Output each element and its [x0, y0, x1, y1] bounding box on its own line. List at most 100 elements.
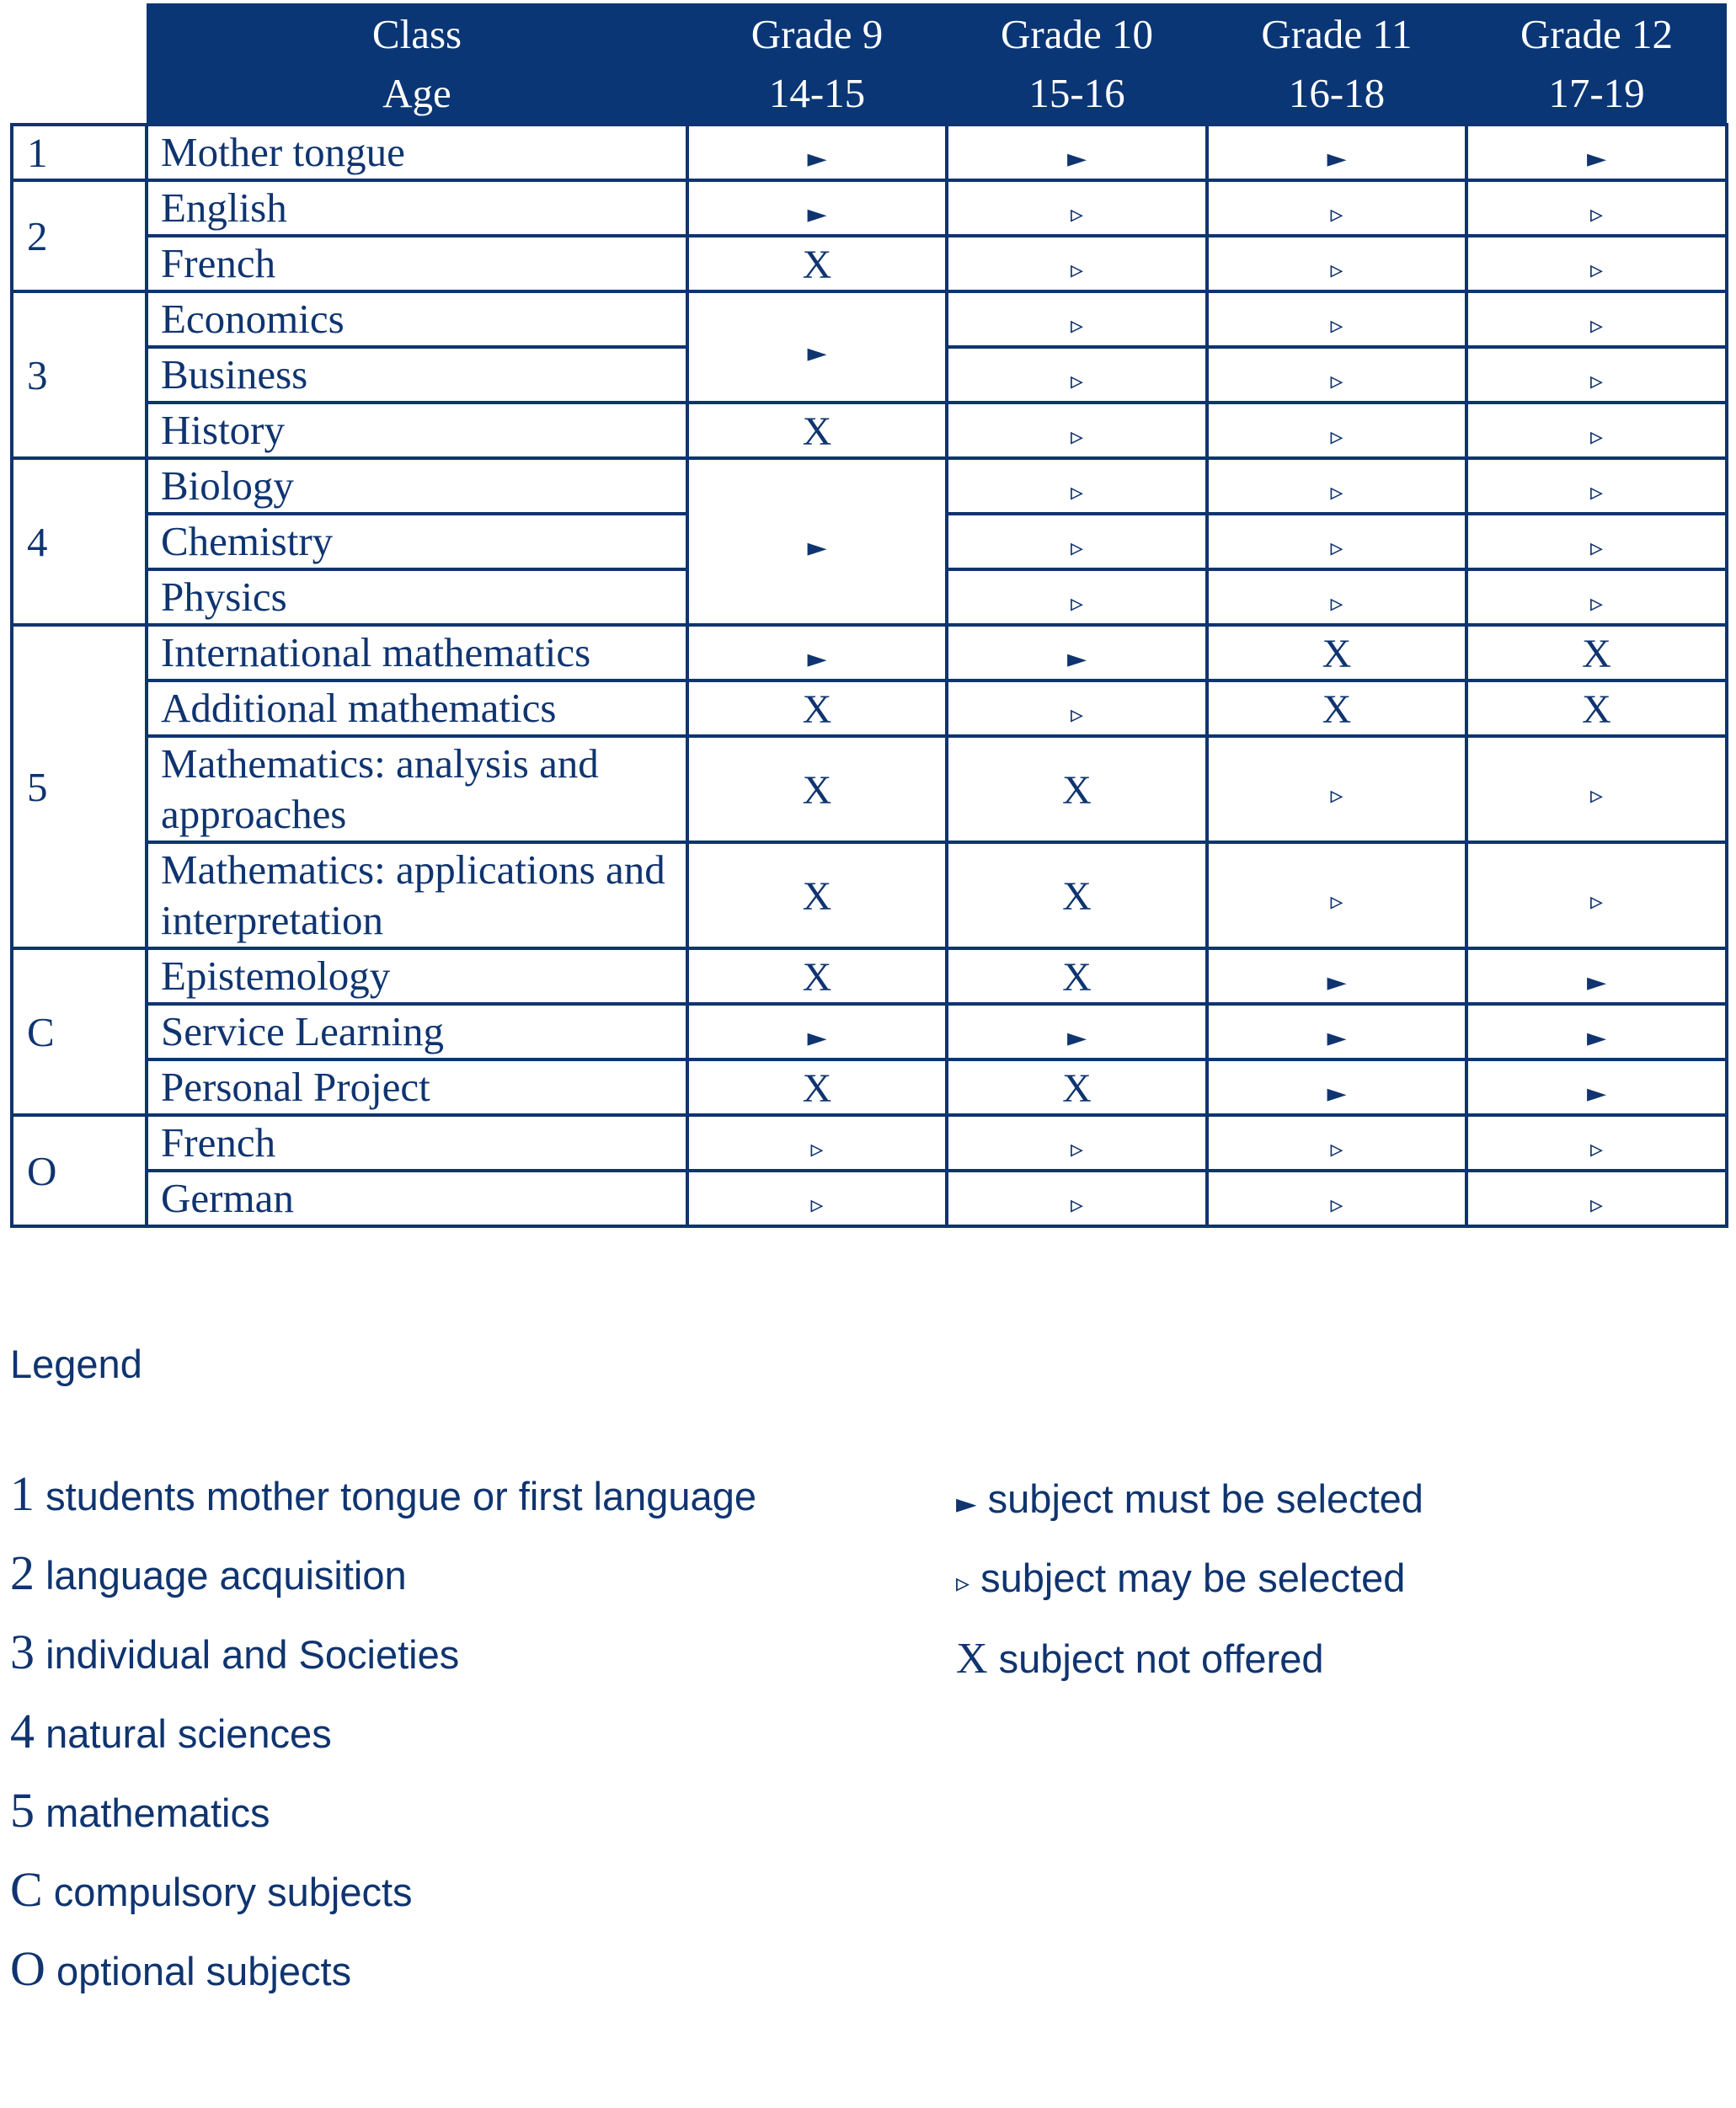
status-cell: ▹ — [1465, 734, 1728, 844]
status-cell: ▹ — [1205, 456, 1468, 515]
subject-name: Additional mathematics — [145, 679, 689, 738]
subject-name: Mathematics: applications and interpreta… — [145, 841, 689, 950]
status-cell: ▹ — [1465, 1113, 1728, 1172]
subject-name: Epistemology — [145, 947, 689, 1006]
legend-group-item: C compulsory subjects — [10, 1861, 413, 1918]
status-cell: ► — [945, 1002, 1209, 1061]
legend-group-text: optional subjects — [56, 1949, 352, 1993]
status-may-mark: ▹ — [1589, 886, 1604, 916]
status-may-mark: ▹ — [1070, 254, 1084, 285]
status-cell: ► — [686, 623, 948, 682]
status-may-mark: ▹ — [1589, 310, 1604, 340]
status-cell: X — [1465, 679, 1728, 738]
status-cell: ▹ — [945, 679, 1209, 738]
subject-name: French — [145, 1113, 689, 1172]
status-cell: ► — [1465, 1058, 1728, 1117]
status-may-mark: ▹ — [810, 1134, 824, 1164]
class-group-id: C — [10, 947, 148, 1117]
status-cell: ▹ — [945, 1169, 1209, 1228]
status-cell: ▹ — [1205, 1169, 1468, 1228]
status-cell: X — [686, 841, 948, 950]
status-may-mark: ▹ — [1330, 477, 1343, 507]
table-row: 4 Biology ► ▹ ▹ ▹ — [10, 456, 1728, 627]
status-cell: ▹ — [1465, 345, 1728, 404]
status-may-mark: ▹ — [1589, 588, 1604, 618]
grade-age: 16-18 — [1288, 70, 1386, 116]
status-cell: X — [945, 734, 1209, 844]
status-cell: ▹ — [1465, 234, 1728, 293]
legend-group-text: students mother tongue or first language — [45, 1474, 756, 1518]
status-cell: ► — [1465, 123, 1728, 182]
status-not-mark: X — [1062, 873, 1092, 919]
subject-name: German — [145, 1169, 689, 1228]
status-cell: ► — [686, 1002, 948, 1061]
legend-mark-text: subject may be selected — [980, 1556, 1406, 1600]
status-not-mark: X — [1062, 1065, 1092, 1111]
class-group-id: O — [10, 1113, 148, 1228]
status-may-mark: ▹ — [1070, 477, 1084, 507]
status-may-mark: ▹ — [1330, 254, 1343, 285]
status-cell: ► — [1465, 947, 1728, 1006]
status-not-mark: X — [802, 242, 832, 287]
status-not-mark: X — [1322, 631, 1352, 676]
table-row: Service Learning ► ► ► ► — [12, 1002, 1728, 1061]
legend-group-key: 3 — [10, 1625, 35, 1679]
status-may-mark: ▹ — [1589, 199, 1604, 229]
status-cell: ▹ — [1205, 179, 1468, 237]
status-must-mark: ► — [1066, 643, 1087, 674]
legend-group-item: O optional subjects — [10, 1940, 351, 1997]
status-cell: ▹ — [945, 345, 1209, 404]
status-may-mark: ▹ — [1070, 532, 1084, 563]
grade-age: 14-15 — [768, 70, 866, 116]
table-row: Mathematics: applications and interpreta… — [12, 841, 1728, 950]
status-must-mark: ► — [1586, 143, 1607, 173]
status-must-mark: ► — [1327, 1078, 1347, 1108]
table-row: German ▹ ▹ ▹ ▹ — [12, 1169, 1728, 1228]
legend-mark-item: ► subject must be selected — [956, 1476, 1424, 1522]
table-row: French X ▹ ▹ ▹ — [12, 234, 1728, 293]
status-may-mark: ▹ — [1330, 310, 1343, 340]
grade-name: Grade 9 — [750, 11, 884, 57]
class-group-id: 5 — [10, 623, 148, 950]
status-may-mark: ▹ — [1330, 421, 1343, 451]
status-cell: X — [1465, 623, 1728, 682]
legend-mark-item: ▹ subject may be selected — [956, 1555, 1405, 1601]
status-may-mark: ▹ — [1330, 532, 1343, 563]
status-must-mark: ► — [1066, 143, 1087, 173]
class-group-id: 2 — [10, 179, 148, 293]
legend-mark-symbol: ► — [956, 1487, 977, 1519]
legend-group-text: mathematics — [45, 1790, 270, 1835]
status-may-mark: ▹ — [1330, 1134, 1343, 1164]
table-row: 3 Economics ► ▹ ▹ ▹ — [10, 290, 1728, 460]
status-cell: ▹ — [945, 456, 1209, 515]
status-may-mark: ▹ — [1070, 588, 1084, 618]
subject-name: History — [145, 401, 689, 460]
legend-group-item: 1 students mother tongue or first langua… — [10, 1465, 756, 1522]
table-row: Chemistry ▹ ▹ ▹ — [12, 512, 1728, 571]
legend-group-key: 4 — [10, 1704, 35, 1758]
status-must-mark: ► — [807, 338, 827, 368]
status-cell: X — [945, 841, 1209, 950]
subject-name: Personal Project — [145, 1058, 689, 1117]
legend-group-text: individual and Societies — [45, 1632, 460, 1677]
status-not-mark: X — [1062, 767, 1092, 813]
status-must-mark: ► — [807, 199, 827, 229]
legend-group-key: O — [10, 1941, 45, 1996]
subject-name: Biology — [145, 456, 689, 515]
status-cell: ► — [1465, 1002, 1728, 1061]
status-cell: ▹ — [1205, 841, 1468, 950]
class-group-id: 4 — [10, 456, 148, 627]
legend-group-text: natural sciences — [45, 1711, 332, 1756]
status-may-mark: ▹ — [1070, 310, 1084, 340]
header-grade-10: Grade 10 15-16 — [947, 3, 1207, 125]
status-cell: ▹ — [1205, 345, 1468, 404]
status-may-mark: ▹ — [1330, 588, 1343, 618]
status-may-mark: ▹ — [1070, 199, 1084, 229]
status-cell: ▹ — [1465, 512, 1728, 571]
grade-age: 15-16 — [1028, 70, 1125, 116]
status-may-mark: ▹ — [1589, 477, 1604, 507]
subject-name: English — [145, 179, 689, 237]
status-cell: ▹ — [945, 401, 1209, 460]
status-cell: X — [686, 1058, 948, 1117]
status-may-mark: ▹ — [1589, 1134, 1604, 1164]
